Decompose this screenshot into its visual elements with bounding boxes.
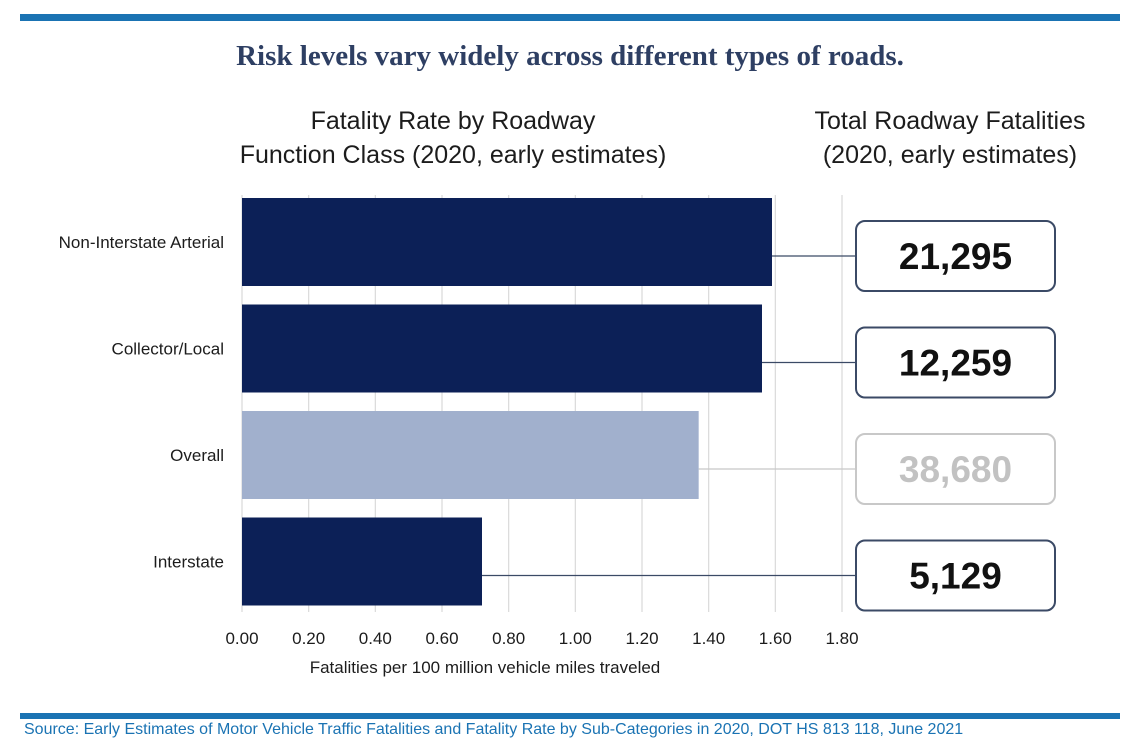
x-tick-label: 1.20	[625, 629, 658, 648]
bar	[242, 411, 699, 499]
total-value: 21,295	[899, 236, 1012, 277]
category-label: Overall	[170, 446, 224, 465]
total-boxes: 21,295 12,259 38,680 5,129	[855, 220, 1056, 612]
x-axis-ticks: 0.00 0.20 0.40 0.60 0.80 1.00 1.20 1.40 1.60 1.80	[225, 629, 858, 648]
total-value: 5,129	[909, 556, 1002, 597]
x-tick-label: 0.40	[359, 629, 392, 648]
x-tick-label: 1.00	[559, 629, 592, 648]
total-value: 12,259	[899, 343, 1012, 384]
x-tick-label: 0.60	[425, 629, 458, 648]
x-tick-label: 0.20	[292, 629, 325, 648]
connectors	[482, 255, 856, 577]
fatality-rate-chart: Non-Interstate Arterial Collector/Local Ov…	[59, 195, 1056, 677]
bar	[242, 517, 482, 606]
totals-title-line-2: (2020, early estimates)	[822, 141, 1078, 169]
top-accent-rule	[20, 14, 1120, 21]
total-box	[855, 326, 1056, 399]
bottom-accent-rule	[20, 713, 1120, 719]
category-label: Non-Interstate Arterial	[59, 233, 224, 252]
chart-title-line-2: Function Class (2020, early estimates)	[239, 141, 667, 169]
total-box	[855, 433, 1056, 505]
totals-title: Total Roadway Fatalities (2020, early es…	[790, 104, 1110, 172]
category-label: Interstate	[153, 553, 224, 572]
x-tick-label: 1.40	[692, 629, 725, 648]
totals-title-line-1: Total Roadway Fatalities	[814, 107, 1086, 135]
x-tick-label: 1.60	[759, 629, 792, 648]
bar	[242, 304, 762, 393]
x-axis-label: Fatalities per 100 million vehicle miles…	[310, 658, 661, 677]
bars	[242, 198, 772, 606]
x-tick-label: 0.80	[492, 629, 525, 648]
total-box	[855, 539, 1056, 612]
source-note: Source: Early Estimates of Motor Vehicle…	[24, 721, 964, 738]
x-tick-label: 0.00	[225, 629, 258, 648]
total-box	[855, 220, 1056, 292]
total-value: 38,680	[899, 449, 1012, 490]
chart-title: Fatality Rate by Roadway Function Class …	[215, 104, 691, 172]
category-labels: Non-Interstate Arterial Collector/Local Ov…	[59, 233, 224, 572]
x-tick-label: 1.80	[825, 629, 858, 648]
chart-title-line-1: Fatality Rate by Roadway	[310, 107, 596, 135]
bar	[242, 198, 772, 286]
category-label: Collector/Local	[112, 340, 224, 359]
headline: Risk levels vary widely across different…	[236, 40, 904, 72]
